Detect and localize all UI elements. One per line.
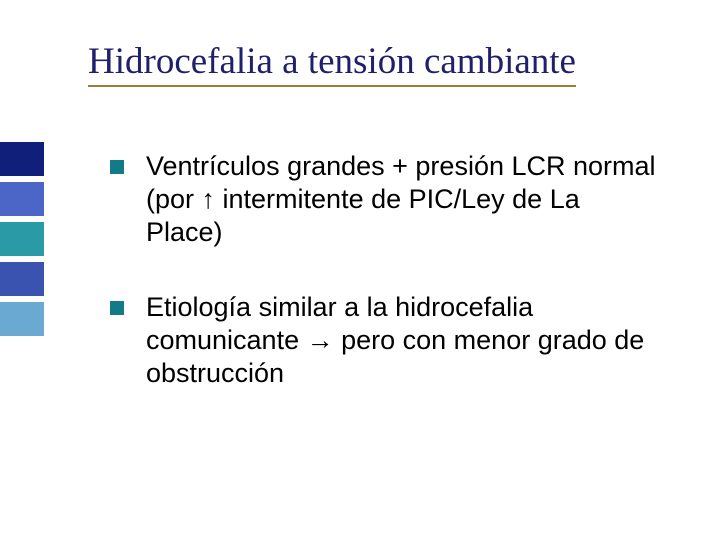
bullet-text: Etiología similar a la hidrocefalia comu… [146, 291, 660, 390]
sidebar-block [0, 182, 44, 216]
sidebar-block [0, 222, 44, 256]
slide-title-text: Hidrocefalia a tensión cambiante [88, 40, 576, 87]
sidebar-block [0, 142, 44, 176]
slide-title: Hidrocefalia a tensión cambiante [88, 40, 700, 87]
bullet-item: Etiología similar a la hidrocefalia comu… [110, 291, 660, 390]
sidebar-decoration [0, 0, 44, 540]
square-bullet-icon [110, 160, 124, 174]
sidebar-block [0, 262, 44, 296]
slide: Hidrocefalia a tensión cambiante Ventríc… [0, 0, 720, 540]
bullet-item: Ventrículos grandes + presión LCR normal… [110, 150, 660, 249]
sidebar-block [0, 302, 44, 336]
square-bullet-icon [110, 301, 124, 315]
slide-body: Ventrículos grandes + presión LCR normal… [110, 150, 660, 432]
bullet-text: Ventrículos grandes + presión LCR normal… [146, 150, 660, 249]
